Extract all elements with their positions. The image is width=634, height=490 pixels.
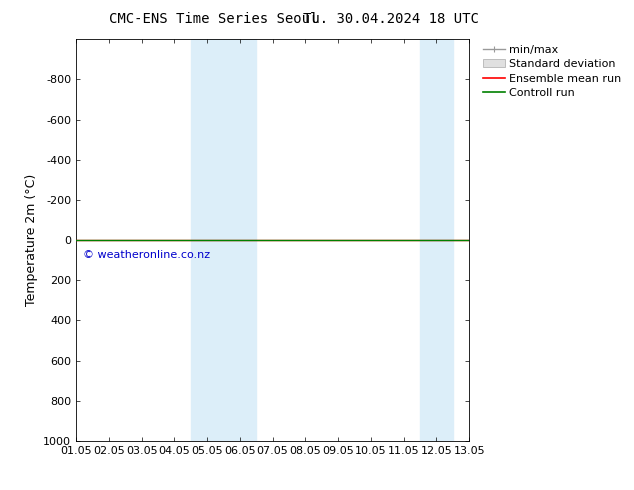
Text: © weatheronline.co.nz: © weatheronline.co.nz <box>82 250 210 260</box>
Y-axis label: Temperature 2m (°C): Temperature 2m (°C) <box>25 174 37 306</box>
Text: Tu. 30.04.2024 18 UTC: Tu. 30.04.2024 18 UTC <box>302 12 479 26</box>
Legend: min/max, Standard deviation, Ensemble mean run, Controll run: min/max, Standard deviation, Ensemble me… <box>482 45 621 98</box>
Bar <box>191 39 256 441</box>
Text: CMC-ENS Time Series Seoul: CMC-ENS Time Series Seoul <box>109 12 318 26</box>
Bar <box>420 39 453 441</box>
